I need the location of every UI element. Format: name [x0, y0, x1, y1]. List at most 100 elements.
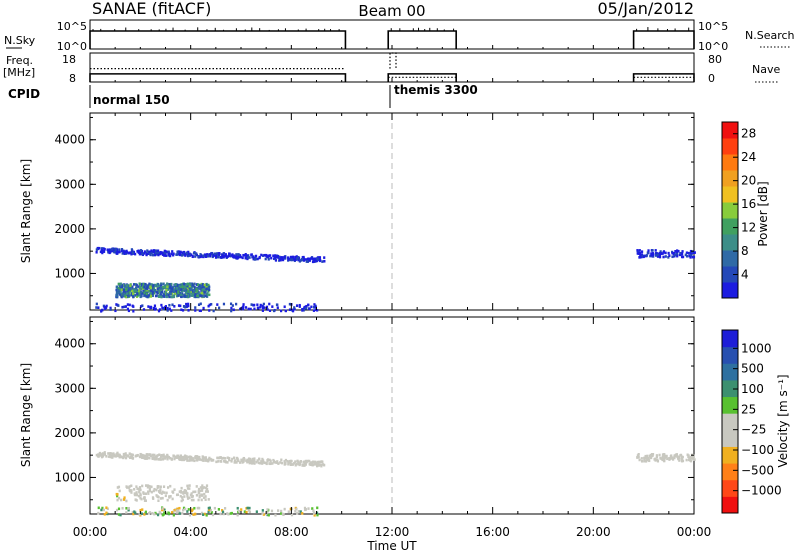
velocity-echo-cell [121, 506, 124, 510]
power-echo-cell [204, 294, 207, 297]
power-echo-cell [146, 285, 150, 289]
power-echo-cell [195, 290, 198, 293]
power-echo-cell [294, 258, 297, 262]
velocity-echo-cell [253, 457, 256, 461]
velocity-echo-cell [219, 456, 222, 459]
power-echo-cell [160, 251, 164, 254]
velocity-echo-cell [194, 490, 197, 494]
velocity-echo-cell [182, 492, 185, 495]
power-echo-cell [664, 255, 667, 258]
power-echo-cell [642, 255, 645, 258]
power-echo-cell [288, 302, 292, 306]
velocity-echo-cell [235, 461, 238, 464]
power-echo-cell [271, 305, 274, 308]
power-echo-cell [230, 306, 233, 310]
power-echo-cell [197, 255, 200, 258]
velocity-echo-cell [663, 459, 666, 462]
velocity-echo-cell [129, 456, 132, 460]
velocity-echo-cell [162, 455, 165, 458]
power-echo-cell [668, 254, 671, 258]
velocity-echo-cell [233, 459, 237, 462]
velocity-echo-cell [665, 454, 668, 458]
velocity-echo-cell [172, 513, 175, 517]
velocity-echo-cell [152, 456, 155, 460]
power-echo-cell [138, 288, 141, 291]
power-echo-cell [146, 287, 149, 291]
velocity-echo-cell [290, 507, 294, 511]
velocity-colorbar-swatch [722, 379, 738, 398]
power-echo-cell [173, 292, 177, 295]
velocity-echo-cell [184, 507, 187, 511]
power-echo-cell [299, 259, 302, 262]
power-colorbar-tick-label: 24 [741, 150, 756, 164]
velocity-echo-cell [312, 511, 316, 515]
power-echo-cell [154, 249, 158, 253]
power-echo-cell [645, 254, 648, 257]
velocity-echo-cell [125, 511, 128, 514]
power-echo-cell [168, 303, 171, 307]
velocity-panel: 1000 2000 3000 4000 Slant Range [km] 1000 50… [19, 316, 790, 517]
velocity-echo-cell [166, 455, 169, 459]
velocity-echo-cell [157, 495, 160, 499]
power-echo-cell [314, 305, 317, 309]
velocity-echo-cell [127, 455, 130, 458]
power-echo-cell [239, 255, 242, 259]
power-echo-cell [102, 250, 106, 253]
power-echo-cell [168, 286, 172, 289]
power-colorbar-tick-label: 16 [741, 197, 756, 211]
power-echo-cell [127, 285, 130, 289]
velocity-echo-cell [203, 492, 206, 496]
velocity-echo-cell [671, 456, 674, 460]
power-echo-cell [124, 252, 128, 255]
velocity-echo-cell [118, 489, 121, 493]
velocity-echo-cell [156, 486, 159, 490]
velocity-colorbar-swatch [722, 346, 738, 364]
power-echo-cell [244, 306, 248, 309]
velocity-echo-cell [166, 486, 170, 489]
power-echo-cell [260, 253, 263, 257]
power-echo-cell [149, 291, 152, 295]
power-echo-cell [201, 283, 205, 286]
velocity-echo-cell [112, 452, 115, 455]
velocity-echo-cell [161, 457, 165, 461]
power-echo-cell [165, 251, 168, 254]
power-echo-cell [222, 302, 226, 306]
power-echo-cell [228, 252, 231, 256]
power-panel: 1000 2000 3000 4000 Slant Range [km] 4 8 12 16… [19, 112, 770, 313]
velocity-echo-cell [188, 484, 191, 487]
velocity-echo-cell [103, 451, 106, 454]
power-echo-cell [180, 285, 183, 289]
power-colorbar-frame [721, 121, 739, 299]
velocity-echo-cell [204, 498, 207, 501]
velocity-echo-cell [261, 509, 264, 512]
power-echo-cell [131, 251, 135, 255]
power-echo-cell [263, 306, 266, 309]
power-echo-cell [97, 306, 100, 309]
power-echo-cell [294, 255, 297, 259]
power-echo-cell [174, 283, 177, 286]
velocity-echo-cell [651, 453, 654, 456]
power-echo-cell [141, 252, 144, 256]
velocity-echo-cell [217, 460, 220, 463]
velocity-echo-cell [198, 458, 202, 461]
power-echo-cell [685, 251, 688, 255]
velocity-echo-cell [193, 506, 196, 510]
power-echo-cell [206, 285, 209, 288]
velocity-echo-cell [259, 461, 262, 465]
power-echo-cell [115, 303, 118, 306]
power-echo-cell [120, 249, 124, 253]
velocity-echo-cell [304, 461, 307, 465]
velocity-echo-cell [156, 454, 159, 457]
power-echo-cell [154, 307, 157, 311]
velocity-ylabel: Slant Range [km] [19, 363, 33, 467]
power-echo-cell [229, 302, 233, 306]
velocity-echo-cell [312, 509, 315, 513]
power-echo-cell [237, 253, 240, 256]
power-echo-cell [236, 255, 240, 259]
velocity-ytick-label: 3000 [54, 381, 85, 395]
velocity-echo-cell [107, 452, 110, 455]
power-echo-cell [671, 255, 674, 259]
power-echo-cell [204, 289, 208, 292]
velocity-echo-cell [139, 452, 142, 456]
velocity-echo-cell [307, 507, 310, 510]
